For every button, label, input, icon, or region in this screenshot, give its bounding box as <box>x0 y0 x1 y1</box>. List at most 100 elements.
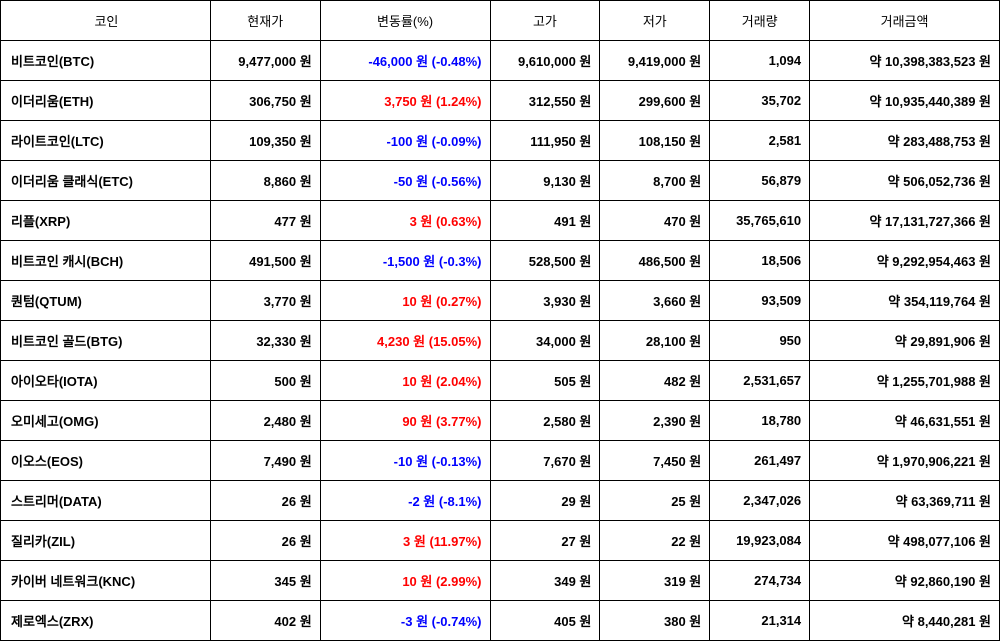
cell-coin: 스트리머(DATA) <box>1 481 211 521</box>
cell-low: 22 원 <box>600 521 710 561</box>
cell-low: 108,150 원 <box>600 121 710 161</box>
cell-volume: 35,765,610 <box>710 201 810 241</box>
cell-high: 349 원 <box>490 561 600 601</box>
cell-volume: 2,531,657 <box>710 361 810 401</box>
cell-low: 3,660 원 <box>600 281 710 321</box>
cell-amount: 약 10,398,383,523 원 <box>810 41 1000 81</box>
cell-coin: 오미세고(OMG) <box>1 401 211 441</box>
cell-high: 491 원 <box>490 201 600 241</box>
cell-volume: 18,506 <box>710 241 810 281</box>
cell-amount: 약 63,369,711 원 <box>810 481 1000 521</box>
cell-price: 500 원 <box>210 361 320 401</box>
header-high: 고가 <box>490 1 600 41</box>
cell-amount: 약 29,891,906 원 <box>810 321 1000 361</box>
cell-high: 3,930 원 <box>490 281 600 321</box>
cell-coin: 카이버 네트워크(KNC) <box>1 561 211 601</box>
crypto-price-table: 코인 현재가 변동률(%) 고가 저가 거래량 거래금액 비트코인(BTC)9,… <box>0 0 1000 641</box>
cell-high: 7,670 원 <box>490 441 600 481</box>
cell-change: -2 원 (-8.1%) <box>320 481 490 521</box>
cell-coin: 라이트코인(LTC) <box>1 121 211 161</box>
cell-price: 477 원 <box>210 201 320 241</box>
cell-low: 299,600 원 <box>600 81 710 121</box>
cell-change: 90 원 (3.77%) <box>320 401 490 441</box>
cell-price: 491,500 원 <box>210 241 320 281</box>
cell-change: 3 원 (0.63%) <box>320 201 490 241</box>
cell-low: 25 원 <box>600 481 710 521</box>
cell-change: 10 원 (2.04%) <box>320 361 490 401</box>
cell-low: 2,390 원 <box>600 401 710 441</box>
cell-volume: 19,923,084 <box>710 521 810 561</box>
cell-volume: 274,734 <box>710 561 810 601</box>
cell-low: 380 원 <box>600 601 710 641</box>
cell-low: 482 원 <box>600 361 710 401</box>
cell-price: 402 원 <box>210 601 320 641</box>
cell-price: 109,350 원 <box>210 121 320 161</box>
cell-low: 28,100 원 <box>600 321 710 361</box>
table-row: 카이버 네트워크(KNC)345 원10 원 (2.99%)349 원319 원… <box>1 561 1000 601</box>
cell-price: 9,477,000 원 <box>210 41 320 81</box>
cell-volume: 93,509 <box>710 281 810 321</box>
cell-low: 8,700 원 <box>600 161 710 201</box>
cell-coin: 이더리움(ETH) <box>1 81 211 121</box>
cell-change: -10 원 (-0.13%) <box>320 441 490 481</box>
cell-amount: 약 498,077,106 원 <box>810 521 1000 561</box>
cell-volume: 261,497 <box>710 441 810 481</box>
cell-change: 10 원 (0.27%) <box>320 281 490 321</box>
cell-amount: 약 46,631,551 원 <box>810 401 1000 441</box>
cell-amount: 약 92,860,190 원 <box>810 561 1000 601</box>
cell-change: 3,750 원 (1.24%) <box>320 81 490 121</box>
cell-amount: 약 17,131,727,366 원 <box>810 201 1000 241</box>
cell-volume: 2,347,026 <box>710 481 810 521</box>
cell-coin: 이더리움 클래식(ETC) <box>1 161 211 201</box>
table-row: 비트코인 골드(BTG)32,330 원4,230 원 (15.05%)34,0… <box>1 321 1000 361</box>
cell-low: 7,450 원 <box>600 441 710 481</box>
cell-change: 4,230 원 (15.05%) <box>320 321 490 361</box>
cell-high: 312,550 원 <box>490 81 600 121</box>
table-row: 스트리머(DATA)26 원-2 원 (-8.1%)29 원25 원2,347,… <box>1 481 1000 521</box>
cell-amount: 약 8,440,281 원 <box>810 601 1000 641</box>
cell-high: 34,000 원 <box>490 321 600 361</box>
cell-amount: 약 506,052,736 원 <box>810 161 1000 201</box>
cell-volume: 35,702 <box>710 81 810 121</box>
cell-amount: 약 283,488,753 원 <box>810 121 1000 161</box>
cell-price: 306,750 원 <box>210 81 320 121</box>
table-row: 질리카(ZIL)26 원3 원 (11.97%)27 원22 원19,923,0… <box>1 521 1000 561</box>
cell-high: 9,130 원 <box>490 161 600 201</box>
header-volume: 거래량 <box>710 1 810 41</box>
cell-change: -3 원 (-0.74%) <box>320 601 490 641</box>
cell-volume: 2,581 <box>710 121 810 161</box>
cell-price: 8,860 원 <box>210 161 320 201</box>
table-row: 라이트코인(LTC)109,350 원-100 원 (-0.09%)111,95… <box>1 121 1000 161</box>
cell-change: -1,500 원 (-0.3%) <box>320 241 490 281</box>
cell-coin: 비트코인(BTC) <box>1 41 211 81</box>
cell-amount: 약 10,935,440,389 원 <box>810 81 1000 121</box>
header-change: 변동률(%) <box>320 1 490 41</box>
cell-change: 3 원 (11.97%) <box>320 521 490 561</box>
cell-price: 3,770 원 <box>210 281 320 321</box>
table-body: 비트코인(BTC)9,477,000 원-46,000 원 (-0.48%)9,… <box>1 41 1000 641</box>
cell-low: 470 원 <box>600 201 710 241</box>
cell-high: 405 원 <box>490 601 600 641</box>
table-row: 이오스(EOS)7,490 원-10 원 (-0.13%)7,670 원7,45… <box>1 441 1000 481</box>
cell-volume: 56,879 <box>710 161 810 201</box>
cell-high: 111,950 원 <box>490 121 600 161</box>
table-header-row: 코인 현재가 변동률(%) 고가 저가 거래량 거래금액 <box>1 1 1000 41</box>
cell-volume: 1,094 <box>710 41 810 81</box>
cell-volume: 21,314 <box>710 601 810 641</box>
cell-high: 528,500 원 <box>490 241 600 281</box>
cell-coin: 제로엑스(ZRX) <box>1 601 211 641</box>
cell-high: 29 원 <box>490 481 600 521</box>
cell-volume: 950 <box>710 321 810 361</box>
cell-low: 9,419,000 원 <box>600 41 710 81</box>
cell-amount: 약 1,255,701,988 원 <box>810 361 1000 401</box>
table-row: 비트코인(BTC)9,477,000 원-46,000 원 (-0.48%)9,… <box>1 41 1000 81</box>
cell-coin: 비트코인 캐시(BCH) <box>1 241 211 281</box>
cell-coin: 퀀텀(QTUM) <box>1 281 211 321</box>
cell-volume: 18,780 <box>710 401 810 441</box>
cell-amount: 약 1,970,906,221 원 <box>810 441 1000 481</box>
cell-coin: 질리카(ZIL) <box>1 521 211 561</box>
cell-coin: 이오스(EOS) <box>1 441 211 481</box>
cell-price: 32,330 원 <box>210 321 320 361</box>
table-row: 리플(XRP)477 원3 원 (0.63%)491 원470 원35,765,… <box>1 201 1000 241</box>
cell-amount: 약 354,119,764 원 <box>810 281 1000 321</box>
